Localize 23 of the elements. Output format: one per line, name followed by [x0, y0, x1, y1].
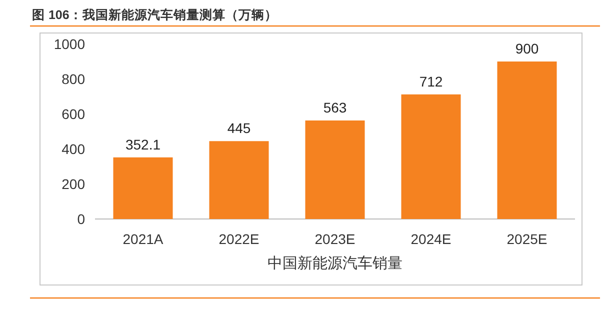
y-tick-label: 600 [62, 106, 86, 122]
bar [401, 94, 461, 219]
x-tick-label: 2021A [122, 231, 164, 247]
y-tick-label: 800 [62, 71, 86, 87]
data-label: 445 [227, 120, 251, 136]
x-tick-label: 2023E [314, 231, 356, 247]
x-tick-label: 2025E [506, 231, 548, 247]
data-label: 712 [419, 73, 443, 90]
x-tick-label: 2022E [218, 231, 260, 247]
chart-title: 图 106：我国新能源汽车销量测算（万辆） [32, 7, 278, 22]
bar [209, 141, 269, 219]
y-tick-label: 1000 [54, 36, 86, 52]
bar [497, 62, 557, 219]
data-label: 352.1 [125, 136, 161, 152]
x-tick-label: 2024E [410, 231, 452, 247]
x-axis-title: 中国新能源汽车销量 [268, 255, 402, 272]
bar [305, 120, 365, 219]
y-tick-label: 200 [62, 176, 86, 192]
y-tick-label: 400 [62, 141, 86, 157]
data-label: 563 [323, 99, 347, 116]
bar [113, 157, 173, 219]
y-tick-label: 0 [77, 211, 86, 227]
data-label: 900 [515, 40, 539, 56]
